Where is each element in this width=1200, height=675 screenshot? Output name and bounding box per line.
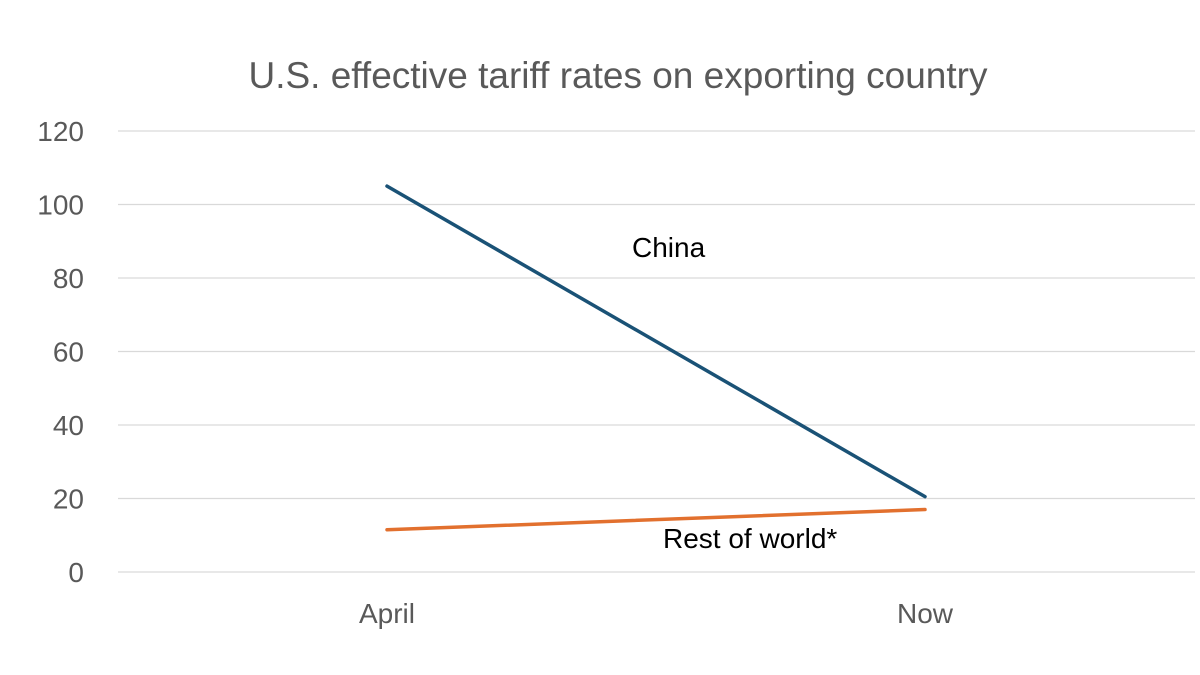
gridlines [118,130,1195,573]
series-labels: China Rest of world* [632,232,837,554]
x-axis-ticks: April Now [359,598,954,629]
y-axis-ticks: 0 20 40 60 80 100 120 [37,116,84,588]
y-tick-label: 40 [53,410,84,441]
series-label: Rest of world* [663,523,837,554]
chart-title: U.S. effective tariff rates on exporting… [248,55,988,96]
y-tick-label: 120 [37,116,84,147]
y-tick-label: 0 [68,557,84,588]
series-line-china [385,184,927,499]
series-line-rest-of-world [385,507,927,532]
y-tick-label: 80 [53,263,84,294]
y-tick-label: 100 [37,190,84,221]
y-tick-label: 20 [53,484,84,515]
x-tick-label: April [359,598,415,629]
series-label: China [632,232,706,263]
x-tick-label: Now [897,598,954,629]
y-tick-label: 60 [53,337,84,368]
series-lines [385,184,927,532]
